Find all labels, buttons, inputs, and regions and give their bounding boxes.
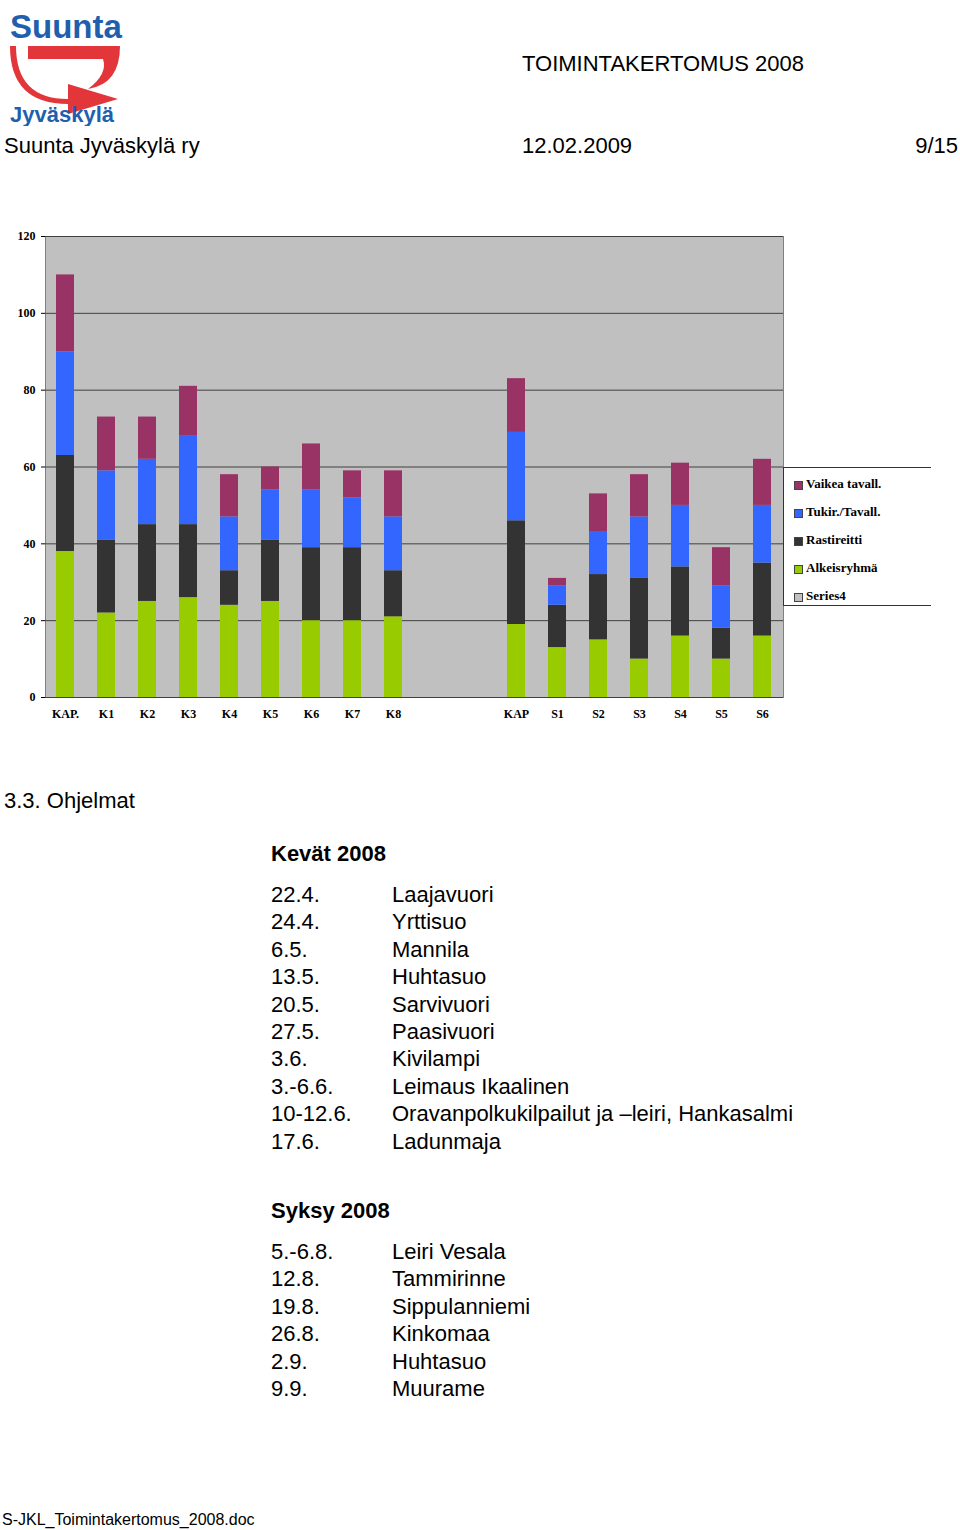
svg-text:S1: S1 — [551, 707, 564, 721]
svg-text:K1: K1 — [99, 707, 114, 721]
html-text:Rastireitti: Rastireitti — [806, 532, 863, 547]
html-text:20.5.: 20.5. — [271, 991, 320, 1017]
html-text:Sippulanniemi: Sippulanniemi — [392, 1293, 531, 1319]
svg-text:KAP.: KAP. — [52, 707, 79, 721]
html-text:17.6.: 17.6. — [271, 1128, 320, 1154]
svg-text:K6: K6 — [304, 707, 319, 721]
svg-text:60: 60 — [24, 460, 36, 474]
html-text:Kinkomaa: Kinkomaa — [392, 1321, 490, 1347]
svg-text:K7: K7 — [345, 707, 360, 721]
svg-text:K5: K5 — [263, 707, 278, 721]
svg-text:S4: S4 — [674, 707, 687, 721]
html-text:Sarvivuori: Sarvivuori — [392, 991, 490, 1017]
html-text:12.8.: 12.8. — [271, 1266, 320, 1292]
svg-text:80: 80 — [24, 383, 36, 397]
svg-text:20: 20 — [24, 614, 36, 628]
html-text:3.6.: 3.6. — [271, 1046, 308, 1072]
html-text:Paasivuori: Paasivuori — [392, 1019, 495, 1044]
svg-text:Suunta: Suunta — [10, 8, 122, 45]
svg-text:S5: S5 — [715, 707, 728, 721]
svg-text:100: 100 — [18, 306, 36, 320]
html-text:3.3. Ohjelmat: 3.3. Ohjelmat — [4, 788, 135, 813]
html-text:Yrttisuo: Yrttisuo — [392, 909, 467, 935]
html-text:Syksy 2008: Syksy 2008 — [271, 1198, 390, 1223]
html-text:Oravanpolkukilpailut ja –leiri: Oravanpolkukilpailut ja –leiri, Hankasal… — [392, 1101, 794, 1127]
svg-text:K3: K3 — [181, 707, 196, 721]
html-text:Muurame: Muurame — [392, 1376, 485, 1401]
html-text:5.-6.8.: 5.-6.8. — [271, 1239, 334, 1264]
html-text:Vaikea tavall.: Vaikea tavall. — [806, 476, 882, 491]
html-text:Leimaus Ikaalinen: Leimaus Ikaalinen — [392, 1073, 570, 1099]
svg-text:0: 0 — [30, 690, 36, 704]
html-text:Series4: Series4 — [806, 588, 846, 603]
html-text:19.8.: 19.8. — [271, 1293, 320, 1319]
svg-text:Jyväskylä: Jyväskylä — [10, 102, 115, 126]
html-text:Leiri Vesala: Leiri Vesala — [392, 1239, 506, 1264]
html-text:27.5.: 27.5. — [271, 1019, 320, 1044]
html-text:2.9.: 2.9. — [271, 1348, 308, 1374]
html-text:9.9.: 9.9. — [271, 1376, 308, 1401]
html-text:22.4.: 22.4. — [271, 882, 320, 907]
svg-text:KAP: KAP — [504, 707, 529, 721]
html-text:TOIMINTAKERTOMUS 2008: TOIMINTAKERTOMUS 2008 — [522, 51, 804, 76]
html-text:Huhtasuo: Huhtasuo — [392, 1348, 487, 1374]
svg-text:40: 40 — [24, 537, 36, 551]
html-text:Mannila: Mannila — [392, 936, 469, 962]
html-text:24.4.: 24.4. — [271, 909, 320, 935]
html-text:Kevät 2008: Kevät 2008 — [271, 841, 386, 866]
html-text:Ladunmaja: Ladunmaja — [392, 1128, 501, 1154]
html-text:10-12.6.: 10-12.6. — [271, 1101, 352, 1127]
svg-text:S6: S6 — [756, 707, 769, 721]
html-text:Tammirinne: Tammirinne — [392, 1266, 506, 1292]
html-text:9/15: 9/15 — [915, 133, 958, 158]
svg-text:S2: S2 — [592, 707, 605, 721]
html-text:Alkeisryhmä: Alkeisryhmä — [806, 560, 878, 575]
html-text:26.8.: 26.8. — [271, 1321, 320, 1347]
html-text:S-JKL_Toimintakertomus_2008.do: S-JKL_Toimintakertomus_2008.doc — [2, 1511, 255, 1528]
svg-text:K2: K2 — [140, 707, 155, 721]
svg-text:120: 120 — [18, 229, 36, 243]
html-text:6.5.: 6.5. — [271, 936, 308, 962]
html-text:Suunta Jyväskylä ry: Suunta Jyväskylä ry — [4, 133, 200, 158]
html-text:Tukir./Tavall.: Tukir./Tavall. — [806, 504, 881, 519]
html-text:Huhtasuo: Huhtasuo — [392, 964, 487, 990]
html-text:13.5.: 13.5. — [271, 964, 320, 990]
svg-text:K4: K4 — [222, 707, 237, 721]
html-text:Laajavuori: Laajavuori — [392, 882, 494, 907]
svg-text:K8: K8 — [386, 707, 401, 721]
html-text:Kivilampi: Kivilampi — [392, 1046, 480, 1072]
html-text:3.-6.6.: 3.-6.6. — [271, 1073, 334, 1099]
svg-text:S3: S3 — [633, 707, 646, 721]
html-text:12.02.2009: 12.02.2009 — [522, 133, 633, 158]
